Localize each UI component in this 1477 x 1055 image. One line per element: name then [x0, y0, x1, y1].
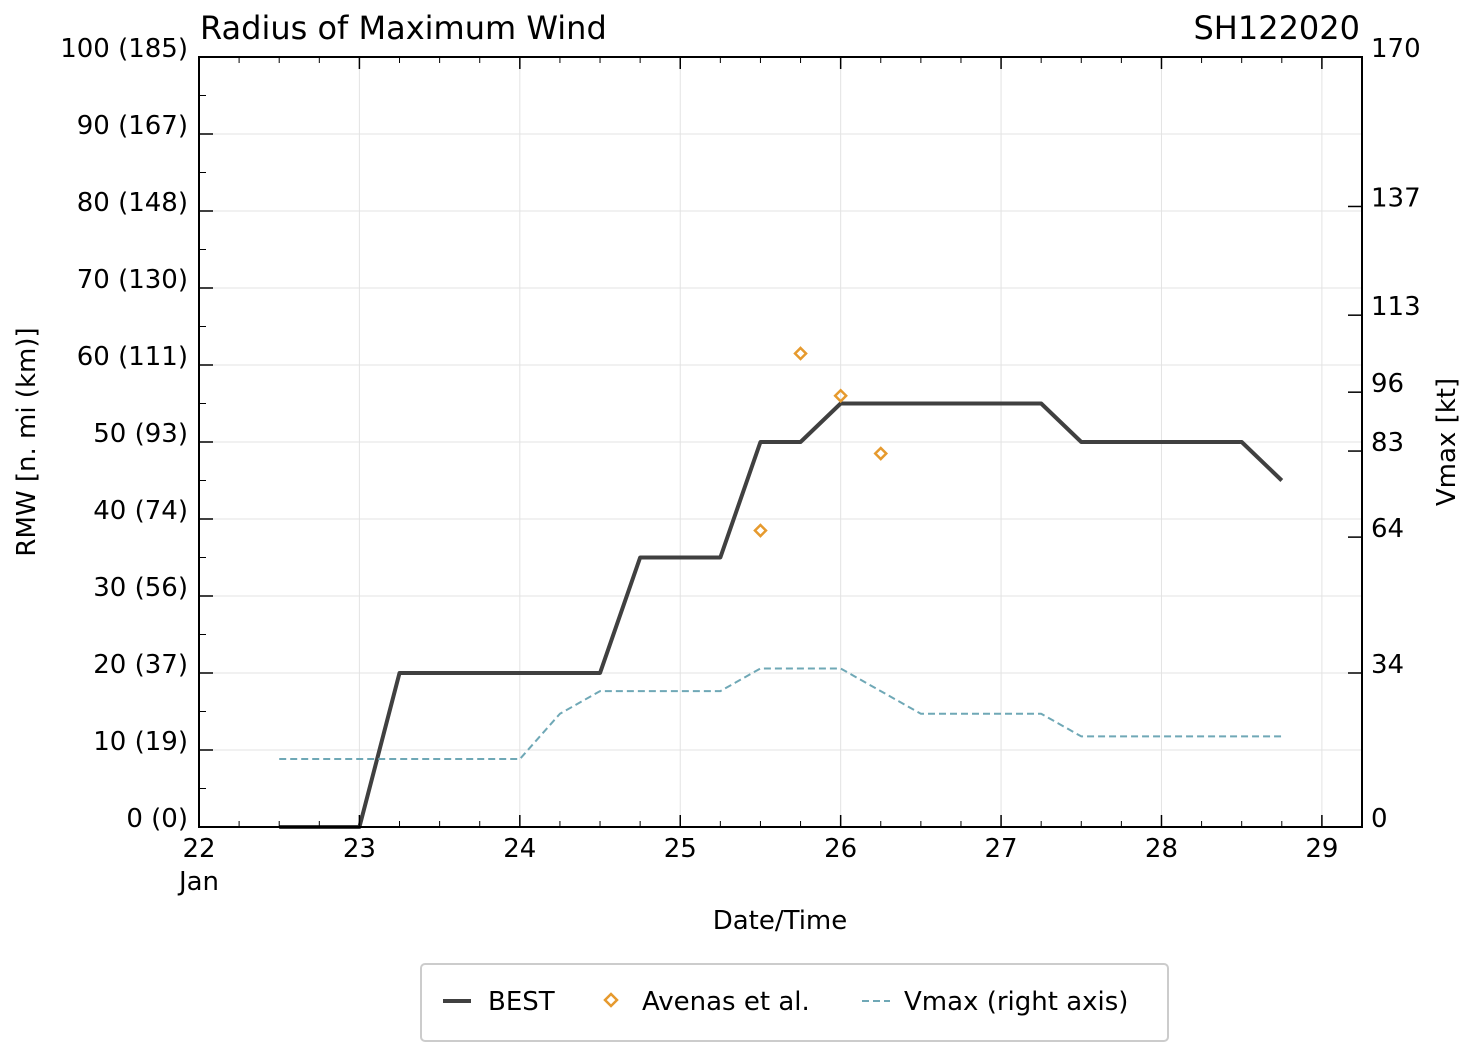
- legend-avenas-label: Avenas et al.: [642, 987, 810, 1017]
- x-tick-label: 28: [1145, 834, 1178, 864]
- x-tick-label: 25: [664, 834, 697, 864]
- legend-avenas-swatch: [603, 992, 619, 1008]
- y-tick-label: 70 (130): [77, 265, 188, 295]
- x-axis-label: Date/Time: [713, 906, 848, 936]
- y2-tick-label: 64: [1371, 514, 1404, 544]
- y2-tick-label: 96: [1371, 369, 1404, 399]
- x-tick-label: 24: [503, 834, 536, 864]
- y2-tick-label: 137: [1371, 183, 1421, 213]
- y-tick-label: 80 (148): [77, 188, 188, 218]
- x-tick-label: 26: [824, 834, 857, 864]
- y-tick-label: 50 (93): [93, 419, 188, 449]
- y2-tick-label: 170: [1371, 34, 1421, 64]
- x-tick-label: 22: [182, 834, 215, 864]
- data-series: [279, 346, 1284, 829]
- x-tick-label: 29: [1305, 834, 1338, 864]
- y-tick-label: 0 (0): [126, 804, 188, 834]
- y-tick-label: 20 (37): [93, 650, 188, 680]
- avenas-point: [793, 346, 808, 361]
- avenas-point: [833, 388, 848, 404]
- legend: BEST Avenas et al. Vmax (right axis): [420, 963, 1169, 1042]
- x-tick-label: 23: [343, 834, 376, 864]
- y2-tick-label: 34: [1371, 650, 1404, 680]
- best-track-line: [279, 401, 1284, 829]
- legend-box: [420, 963, 1169, 1042]
- y-axis-label: RMW [n. mi (km)]: [12, 327, 42, 556]
- avenas-point: [873, 446, 889, 461]
- y2-tick-label: 113: [1371, 292, 1421, 322]
- avenas-point: [753, 523, 768, 538]
- y-tick-label: 60 (111): [77, 342, 188, 372]
- y-tick-label: 30 (56): [93, 573, 188, 603]
- vmax-line: [279, 667, 1282, 761]
- y2-axis-label: Vmax [kt]: [1432, 378, 1462, 506]
- y-tick-label: 100 (185): [60, 34, 188, 64]
- x-tick-label: 27: [985, 834, 1018, 864]
- y2-tick-label: 0: [1371, 804, 1388, 834]
- legend-vmax-label: Vmax (right axis): [904, 987, 1128, 1017]
- storm-id: SH122020: [1193, 9, 1360, 47]
- chart-title: Radius of Maximum Wind: [200, 9, 607, 47]
- y-tick-label: 90 (167): [77, 111, 188, 141]
- x-tick-sublabel: Jan: [177, 867, 219, 897]
- y-tick-label: 10 (19): [93, 727, 188, 757]
- y-tick-label: 40 (74): [93, 496, 188, 526]
- y2-tick-label: 83: [1371, 428, 1404, 458]
- legend-best-label: BEST: [488, 987, 555, 1017]
